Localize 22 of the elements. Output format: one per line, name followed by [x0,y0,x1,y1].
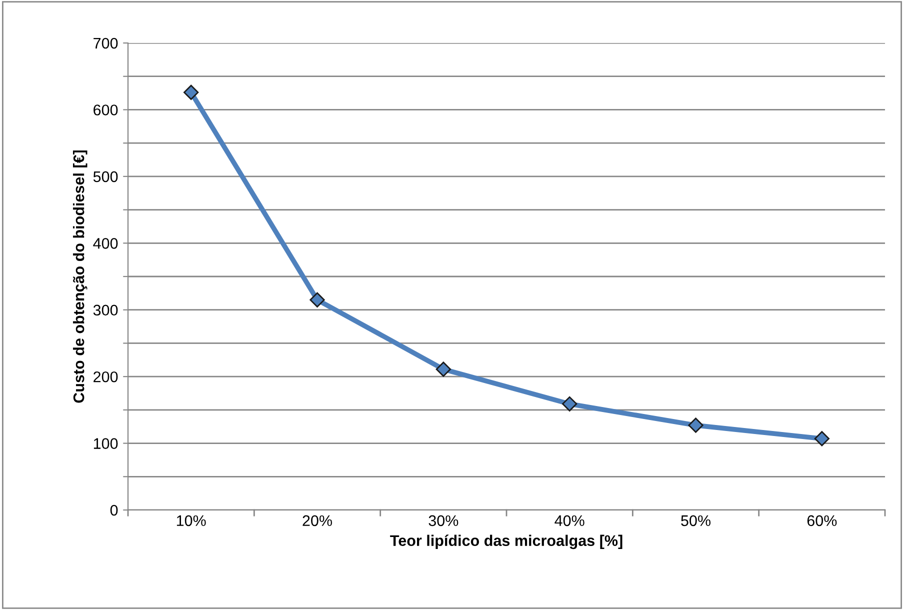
y-tick-label: 700 [94,38,118,49]
point [310,292,325,308]
x-tick-label: 40% [554,515,584,526]
y-tick-label: 100 [94,438,118,449]
x-tick-label: 60% [807,515,837,526]
y-tick-label: 600 [94,104,118,116]
y-tick-label: 500 [93,171,118,182]
y-tick-label: 300 [93,304,118,316]
x-axis-title: Teor lipídico das microalgas [%] [390,534,622,550]
point [688,418,704,433]
point [562,396,578,412]
x-tick-label: 50% [681,515,710,526]
point [814,431,830,446]
x-tick-label: 10% [176,515,206,526]
y-axis-title: Custo de obtenção do biodiesel [€] [72,150,88,403]
y-tick-label: 400 [93,238,118,249]
x-tick-label: 30% [428,515,458,526]
x-tick-label: 20% [302,515,332,526]
point [436,362,451,377]
y-tick-label: 0 [110,504,118,516]
y-tick-label: 200 [94,371,118,382]
point [184,84,199,100]
